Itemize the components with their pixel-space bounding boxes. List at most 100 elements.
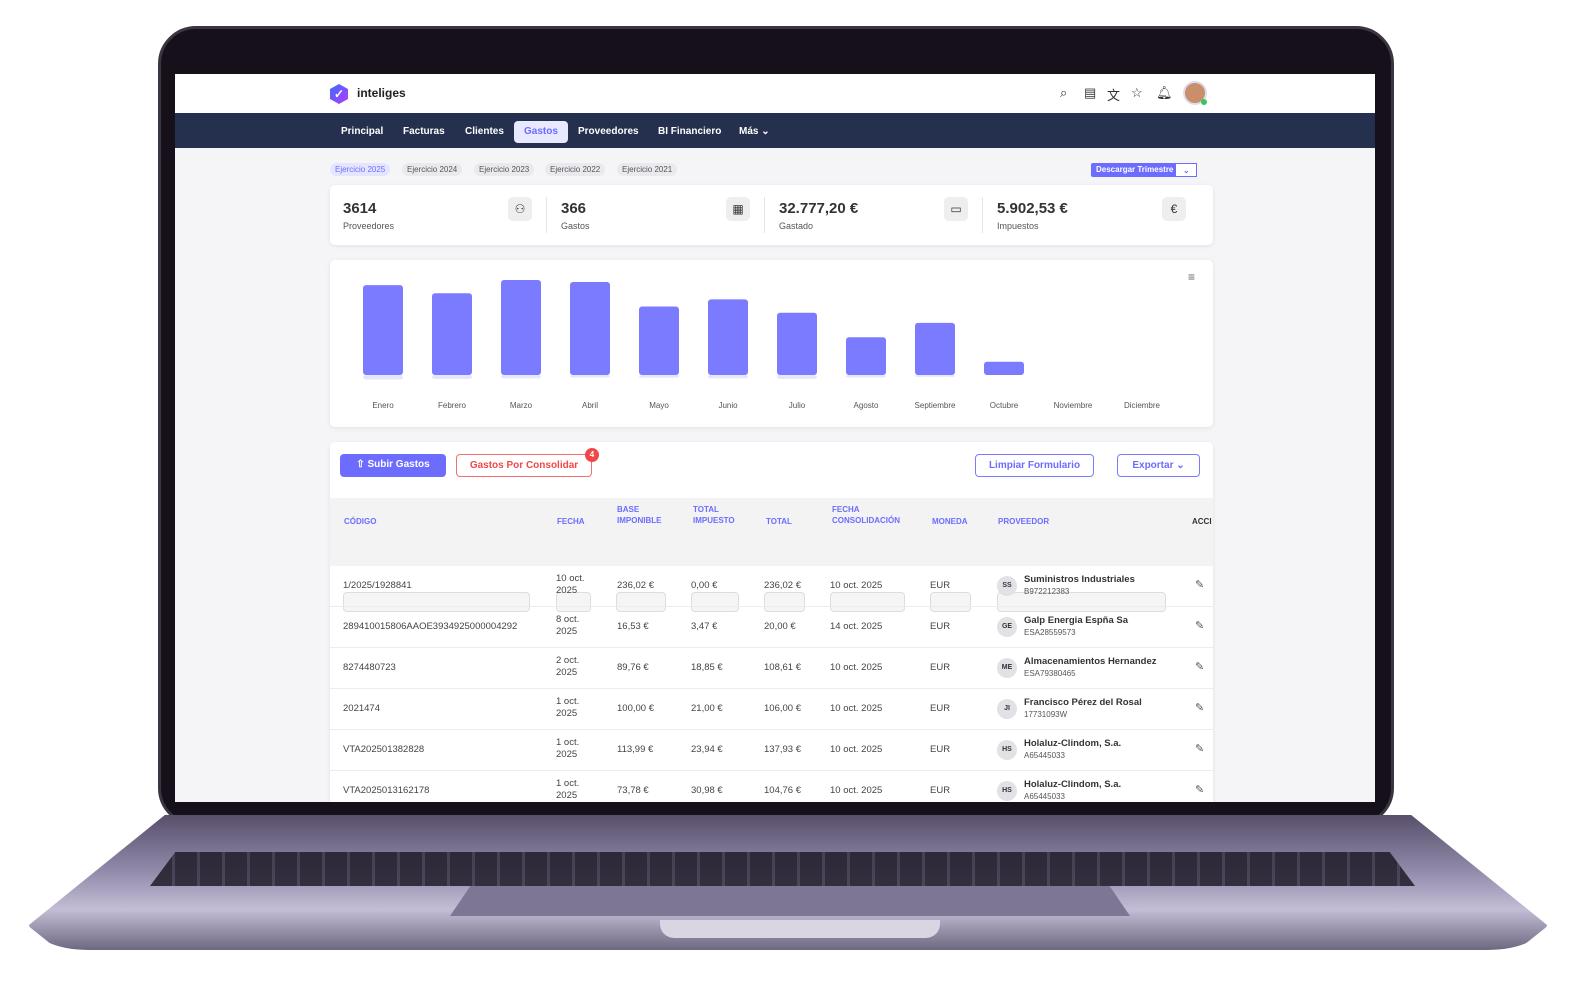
date-year: 2025: [556, 667, 578, 678]
cell-fecha: 1 oct. 2025: [556, 737, 579, 761]
year-2023[interactable]: Ejercicio 2023: [474, 163, 535, 176]
search-icon[interactable]: ⌕: [1060, 85, 1068, 100]
cell-base: 89,76 €: [617, 662, 649, 673]
year-2022[interactable]: Ejercicio 2022: [545, 163, 606, 176]
cell-codigo: 2021474: [343, 703, 380, 714]
bar-octubre[interactable]: [984, 361, 1024, 375]
upload-expenses-button[interactable]: ⇧ Subir Gastos: [340, 454, 446, 477]
provider-cif: B972212383: [1024, 587, 1070, 596]
table-row[interactable]: 1/2025/1928841 10 oct. 2025 236,02 € 0,00…: [330, 566, 1213, 607]
edit-icon[interactable]: ✎: [1195, 620, 1205, 632]
date-year: 2025: [556, 790, 578, 801]
header-base-imponible[interactable]: BASE IMPONIBLE: [617, 505, 662, 525]
edit-icon[interactable]: ✎: [1195, 784, 1205, 796]
filter-proveedor[interactable]: [997, 592, 1166, 612]
header-total-impuesto[interactable]: TOTAL IMPUESTO: [693, 505, 735, 525]
edit-icon[interactable]: ✎: [1195, 579, 1205, 591]
provider-name: Holaluz-Clindom, S.a.: [1024, 738, 1122, 749]
table-row[interactable]: 289410015806AAOE3934925000004292 8 oct. 2…: [330, 607, 1213, 648]
download-label: Descargar Trimestre: [1096, 165, 1174, 174]
year-2025[interactable]: Ejercicio 2025: [330, 163, 391, 176]
bar-secondary[interactable]: [639, 375, 679, 378]
bar-secondary[interactable]: [777, 375, 817, 379]
header-proveedor[interactable]: PROVEEDOR: [998, 517, 1050, 526]
bar-septiembre[interactable]: [915, 322, 955, 375]
cell-total: 106,00 €: [764, 703, 801, 714]
card-icon[interactable]: ▤: [1084, 85, 1097, 100]
bar-marzo[interactable]: [501, 280, 541, 375]
nav-proveedores[interactable]: Proveedores: [578, 126, 639, 137]
bar-secondary[interactable]: [363, 375, 403, 380]
filter-total[interactable]: [764, 592, 805, 612]
edit-icon[interactable]: ✎: [1195, 661, 1205, 673]
header-total[interactable]: TOTAL: [766, 517, 792, 526]
bar-enero[interactable]: [363, 285, 403, 375]
bar-secondary[interactable]: [570, 375, 610, 378]
header-moneda[interactable]: MONEDA: [932, 517, 968, 526]
euro-icon: €: [1162, 197, 1186, 221]
header-fecha[interactable]: FECHA: [557, 517, 585, 526]
bell-icon[interactable]: 🔔︎: [1156, 85, 1173, 100]
bar-febrero[interactable]: [432, 293, 472, 375]
nav-bi-financiero[interactable]: BI Financiero: [658, 126, 722, 137]
stat-label: Gastos: [561, 221, 590, 231]
bar-julio[interactable]: [777, 312, 817, 375]
bar-secondary[interactable]: [915, 375, 955, 377]
download-quarter-button[interactable]: Descargar Trimestre ⌄: [1091, 163, 1198, 177]
nav-gastos[interactable]: Gastos: [514, 121, 568, 143]
avatar[interactable]: [1183, 81, 1207, 105]
cell-fecha-consolidacion: 10 oct. 2025: [830, 580, 883, 591]
bar-junio[interactable]: [708, 299, 748, 375]
filter-impuesto[interactable]: [691, 592, 739, 612]
header-codigo[interactable]: CÓDIGO: [344, 517, 377, 526]
nav-mas[interactable]: Más ⌄: [729, 121, 780, 143]
table-row[interactable]: VTA202501382828 1 oct. 2025 113,99 € 23,9…: [330, 730, 1213, 771]
nav-clientes[interactable]: Clientes: [465, 126, 504, 137]
cell-fecha-consolidacion: 10 oct. 2025: [830, 785, 883, 796]
filter-base[interactable]: [616, 592, 666, 612]
table-row[interactable]: 2021474 1 oct. 2025 100,00 € 21,00 € 106,…: [330, 689, 1213, 730]
x-tick-label: Julio: [789, 401, 806, 410]
bar-abril[interactable]: [570, 282, 610, 375]
pending-consolidation-button[interactable]: Gastos Por Consolidar: [456, 454, 592, 477]
filter-fecha[interactable]: [556, 592, 591, 612]
table-row[interactable]: 8274480723 2 oct. 2025 89,76 € 18,85 € 10…: [330, 648, 1213, 689]
bar-secondary[interactable]: [846, 375, 886, 378]
bar-mayo[interactable]: [639, 306, 679, 375]
laptop-keyboard: [150, 852, 1415, 886]
stat-value: 32.777,20 €: [779, 200, 859, 217]
cell-fecha: 10 oct. 2025: [556, 573, 585, 597]
translate-icon[interactable]: 文: [1107, 88, 1121, 103]
bar-secondary[interactable]: [432, 375, 472, 379]
bar-secondary[interactable]: [708, 375, 748, 379]
table-row[interactable]: VTA2025013162178 1 oct. 2025 73,78 € 30,9…: [330, 771, 1213, 802]
provider-name: Holaluz-Clindom, S.a.: [1024, 779, 1122, 790]
year-2021[interactable]: Ejercicio 2021: [617, 163, 678, 176]
header-fecha-consolidacion[interactable]: FECHA CONSOLIDACIÓN: [832, 505, 900, 525]
edit-icon[interactable]: ✎: [1195, 702, 1205, 714]
bar-agosto[interactable]: [846, 337, 886, 375]
provider-cif: ESA28559573: [1024, 628, 1076, 637]
edit-icon[interactable]: ✎: [1195, 743, 1205, 755]
stats-card: 3614 Proveedores ⚇ 366 Gastos ▦ 32.777,20 € G…: [330, 185, 1213, 245]
nav-principal[interactable]: Principal: [341, 126, 384, 137]
divider: [982, 197, 983, 233]
chevron-down-icon[interactable]: ⌄: [1175, 163, 1198, 177]
expenses-table-card: ⇧ Subir Gastos Gastos Por Consolidar 4 L…: [330, 442, 1213, 802]
provider-cif: ESA79380465: [1024, 669, 1076, 678]
menu-icon[interactable]: ≡: [1187, 270, 1195, 284]
bar-secondary[interactable]: [501, 375, 541, 379]
provider-name: Francisco Pérez del Rosal: [1024, 697, 1142, 708]
cell-impuesto: 18,85 €: [691, 662, 723, 673]
logo-icon[interactable]: ✓: [330, 84, 348, 104]
filter-moneda[interactable]: [930, 592, 971, 612]
cell-codigo: 8274480723: [343, 662, 396, 673]
year-2024[interactable]: Ejercicio 2024: [402, 163, 463, 176]
export-button[interactable]: Exportar ⌄: [1117, 454, 1200, 477]
star-icon[interactable]: ☆: [1131, 85, 1143, 100]
filter-fecha-consolidacion[interactable]: [830, 592, 905, 612]
stat-label: Proveedores: [343, 221, 395, 231]
nav-facturas[interactable]: Facturas: [403, 126, 445, 137]
clear-form-button[interactable]: Limpiar Formulario: [975, 454, 1094, 477]
filter-codigo[interactable]: [343, 592, 530, 612]
